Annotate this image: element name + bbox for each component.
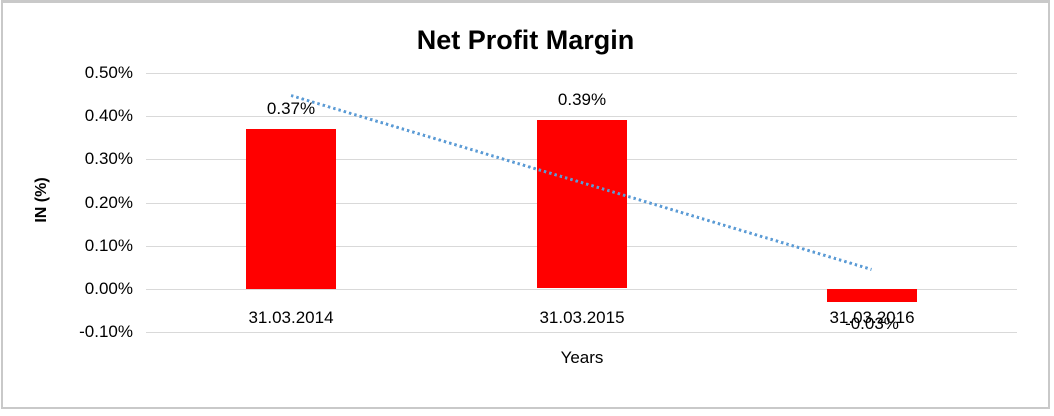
chart-title: Net Profit Margin: [416, 25, 635, 55]
y-gridline: [146, 73, 1017, 74]
y-tick-label: -0.10%: [79, 322, 133, 341]
chart-frame: Net Profit Margin IN (%) 0.50% 0.40% 0.30%…: [1, 0, 1050, 409]
category-label: 31.03.2014: [248, 308, 334, 327]
data-label: 0.37%: [266, 99, 316, 118]
category-label: 31.03.2015: [539, 308, 625, 327]
y-tick-label: 0.20%: [84, 193, 133, 212]
x-axis-title: Years: [560, 348, 604, 367]
y-tick-label: 0.30%: [84, 149, 133, 168]
bar-31.03.2016: [827, 289, 917, 302]
data-label: 0.39%: [557, 90, 607, 109]
data-label: -0.03%: [845, 314, 899, 333]
bar-31.03.2014: [246, 129, 336, 289]
y-gridline: [146, 116, 1017, 117]
category-label: 31.03.2016: [829, 308, 915, 327]
y-tick-label: 0.40%: [84, 106, 133, 125]
y-tick-label: 0.00%: [84, 279, 133, 298]
y-axis-title: IN (%): [33, 177, 50, 223]
y-tick-label: 0.10%: [84, 236, 133, 255]
y-gridline: [146, 332, 1017, 333]
y-tick-label: 0.50%: [84, 63, 133, 82]
y-gridline: [146, 289, 1017, 290]
bar-31.03.2015: [537, 120, 627, 288]
